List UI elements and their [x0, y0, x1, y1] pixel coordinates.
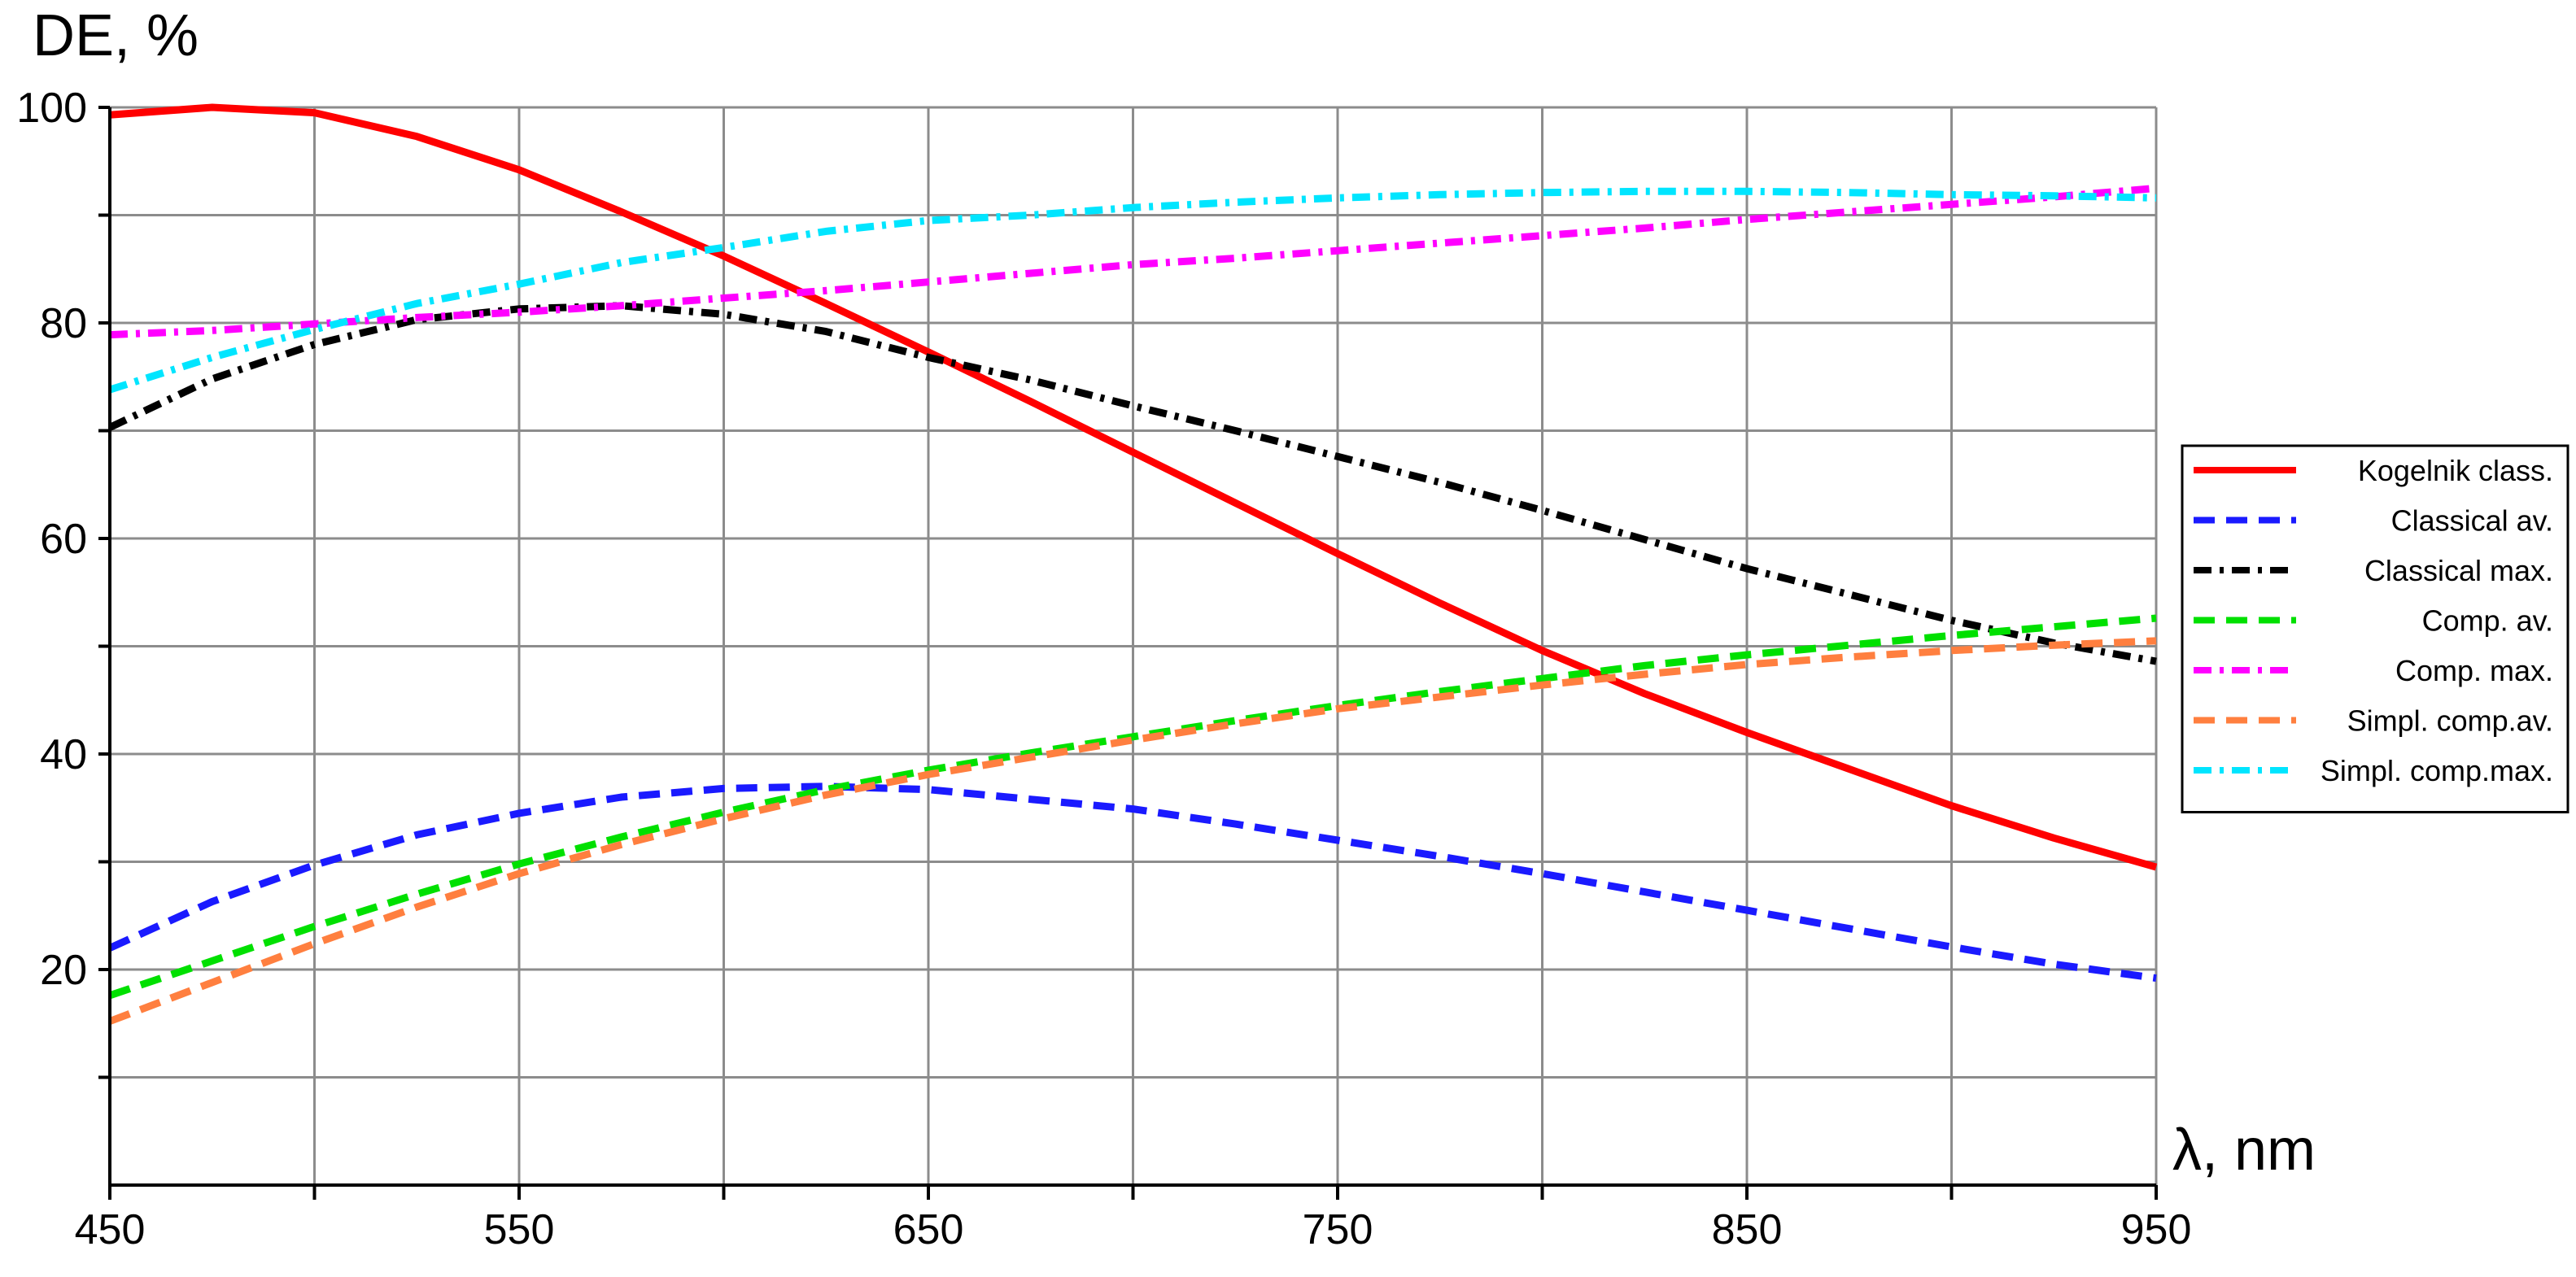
x-tick-label: 750	[1303, 1206, 1373, 1253]
x-axis-title: λ, nm	[2172, 1118, 2316, 1183]
series-line-2	[108, 302, 2157, 665]
series-line-0	[109, 103, 2158, 871]
x-tick-label: 450	[75, 1206, 146, 1253]
x-tick-label: 950	[2121, 1206, 2192, 1253]
x-tick-label: 850	[1712, 1206, 1783, 1253]
axes	[98, 106, 2158, 1200]
legend: Kogelnik class. Classical av. Classical ma…	[2181, 444, 2569, 813]
legend-label-0: Kogelnik class.	[2358, 454, 2553, 487]
legend-label-5: Simpl. comp.av.	[2347, 704, 2553, 738]
series-line-6	[108, 187, 2157, 394]
legend-label-3: Comp. av.	[2422, 604, 2553, 638]
series-line-1	[108, 782, 2157, 983]
series-line-3	[108, 614, 2157, 1000]
y-tick-label: 100	[16, 85, 87, 132]
y-tick-label: 40	[40, 731, 87, 778]
legend-box	[2181, 444, 2569, 813]
series-line-5	[108, 637, 2157, 1025]
series-line-4	[109, 184, 2157, 339]
y-axis-title: DE, %	[33, 3, 199, 68]
legend-label-4: Comp. max.	[2395, 654, 2553, 687]
y-tick-label: 20	[40, 947, 87, 994]
tick-labels: 450 550 650 750 850 950 20 40 60 80 100	[16, 85, 2191, 1253]
y-tick-label: 60	[40, 516, 87, 563]
x-tick-label: 550	[484, 1206, 555, 1253]
legend-label-1: Classical av.	[2391, 504, 2553, 538]
legend-label-2: Classical max.	[2364, 554, 2553, 587]
series-layer	[108, 103, 2158, 1025]
y-tick-label: 80	[40, 300, 87, 347]
legend-label-6: Simpl. comp.max.	[2321, 754, 2553, 787]
x-tick-label: 650	[893, 1206, 964, 1253]
